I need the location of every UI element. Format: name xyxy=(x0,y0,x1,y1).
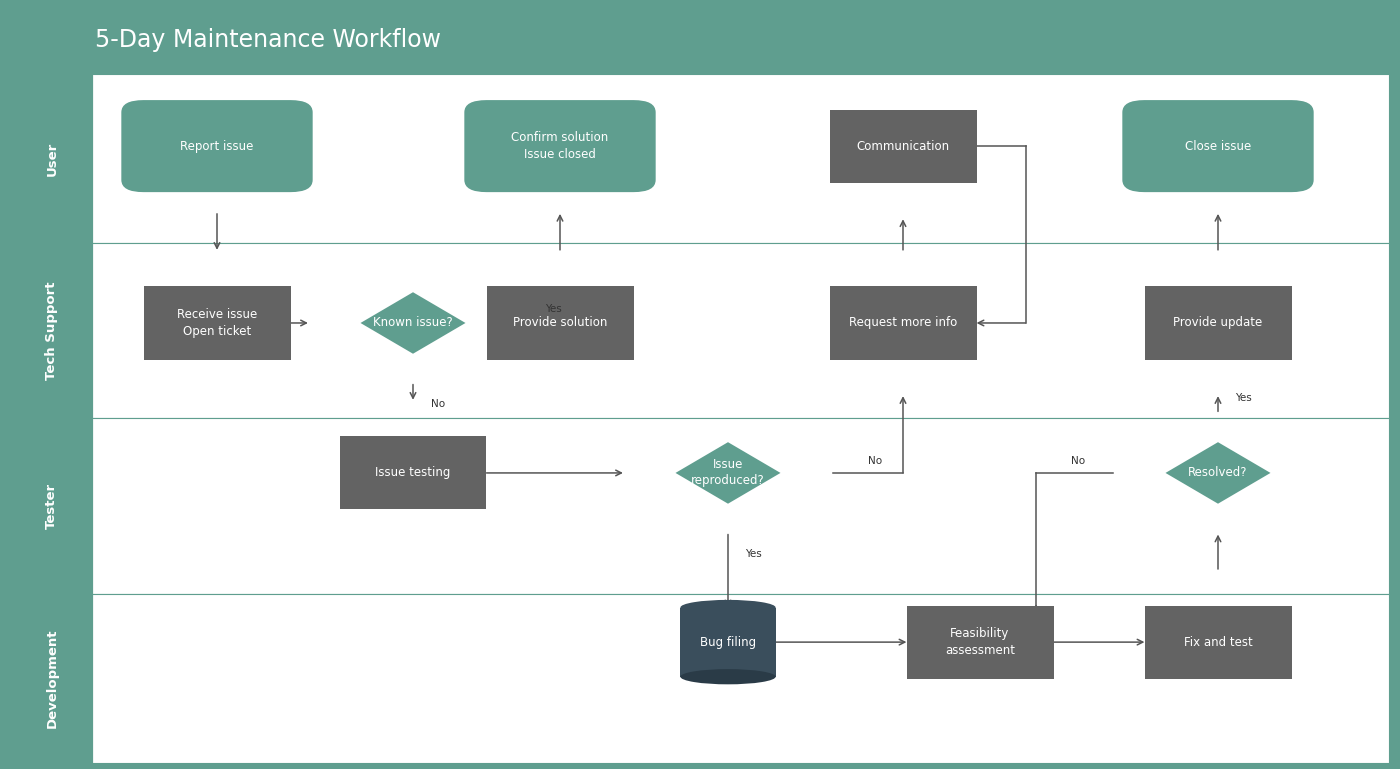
Text: Bug filing: Bug filing xyxy=(700,636,756,648)
Polygon shape xyxy=(1165,442,1271,504)
Text: Provide update: Provide update xyxy=(1173,317,1263,329)
FancyBboxPatch shape xyxy=(11,6,1389,74)
Text: Tester: Tester xyxy=(45,483,59,529)
Text: Report issue: Report issue xyxy=(181,140,253,152)
Text: Receive issue
Open ticket: Receive issue Open ticket xyxy=(176,308,258,338)
FancyBboxPatch shape xyxy=(11,418,92,594)
Text: No: No xyxy=(431,398,445,409)
FancyBboxPatch shape xyxy=(465,100,655,192)
Text: Fix and test: Fix and test xyxy=(1183,636,1253,648)
Text: Issue
reproduced?: Issue reproduced? xyxy=(692,458,764,488)
Text: User: User xyxy=(45,141,59,175)
Ellipse shape xyxy=(680,669,776,684)
Text: Close issue: Close issue xyxy=(1184,140,1252,152)
FancyBboxPatch shape xyxy=(143,287,291,360)
Polygon shape xyxy=(361,292,465,354)
Text: Resolved?: Resolved? xyxy=(1189,467,1247,479)
Text: Tech Support: Tech Support xyxy=(45,281,59,380)
Text: Known issue?: Known issue? xyxy=(374,317,452,329)
Text: Provide solution: Provide solution xyxy=(512,317,608,329)
Text: Yes: Yes xyxy=(1235,392,1252,403)
FancyBboxPatch shape xyxy=(339,437,487,509)
Text: Communication: Communication xyxy=(857,140,949,152)
FancyBboxPatch shape xyxy=(92,594,1389,763)
FancyBboxPatch shape xyxy=(11,243,92,418)
FancyBboxPatch shape xyxy=(11,6,1389,763)
FancyBboxPatch shape xyxy=(829,109,977,182)
FancyBboxPatch shape xyxy=(907,606,1053,678)
Text: Request more info: Request more info xyxy=(848,317,958,329)
Text: Feasibility
assessment: Feasibility assessment xyxy=(945,627,1015,657)
Bar xyxy=(680,608,776,677)
Text: Yes: Yes xyxy=(545,304,561,315)
FancyBboxPatch shape xyxy=(11,74,92,243)
Text: 5-Day Maintenance Workflow: 5-Day Maintenance Workflow xyxy=(95,28,441,52)
FancyBboxPatch shape xyxy=(92,74,1389,243)
FancyBboxPatch shape xyxy=(11,594,92,763)
Text: Yes: Yes xyxy=(745,548,762,559)
Ellipse shape xyxy=(680,600,776,615)
FancyBboxPatch shape xyxy=(1145,287,1291,360)
Text: Issue testing: Issue testing xyxy=(375,467,451,479)
Text: Confirm solution
Issue closed: Confirm solution Issue closed xyxy=(511,131,609,161)
FancyBboxPatch shape xyxy=(92,418,1389,594)
FancyBboxPatch shape xyxy=(829,287,977,360)
FancyBboxPatch shape xyxy=(1145,606,1291,678)
FancyBboxPatch shape xyxy=(92,243,1389,418)
Text: No: No xyxy=(868,455,882,466)
FancyBboxPatch shape xyxy=(1123,100,1313,192)
Polygon shape xyxy=(675,442,781,504)
Text: No: No xyxy=(1071,456,1085,467)
Text: Development: Development xyxy=(45,628,59,728)
FancyBboxPatch shape xyxy=(487,287,633,360)
FancyBboxPatch shape xyxy=(122,100,312,192)
